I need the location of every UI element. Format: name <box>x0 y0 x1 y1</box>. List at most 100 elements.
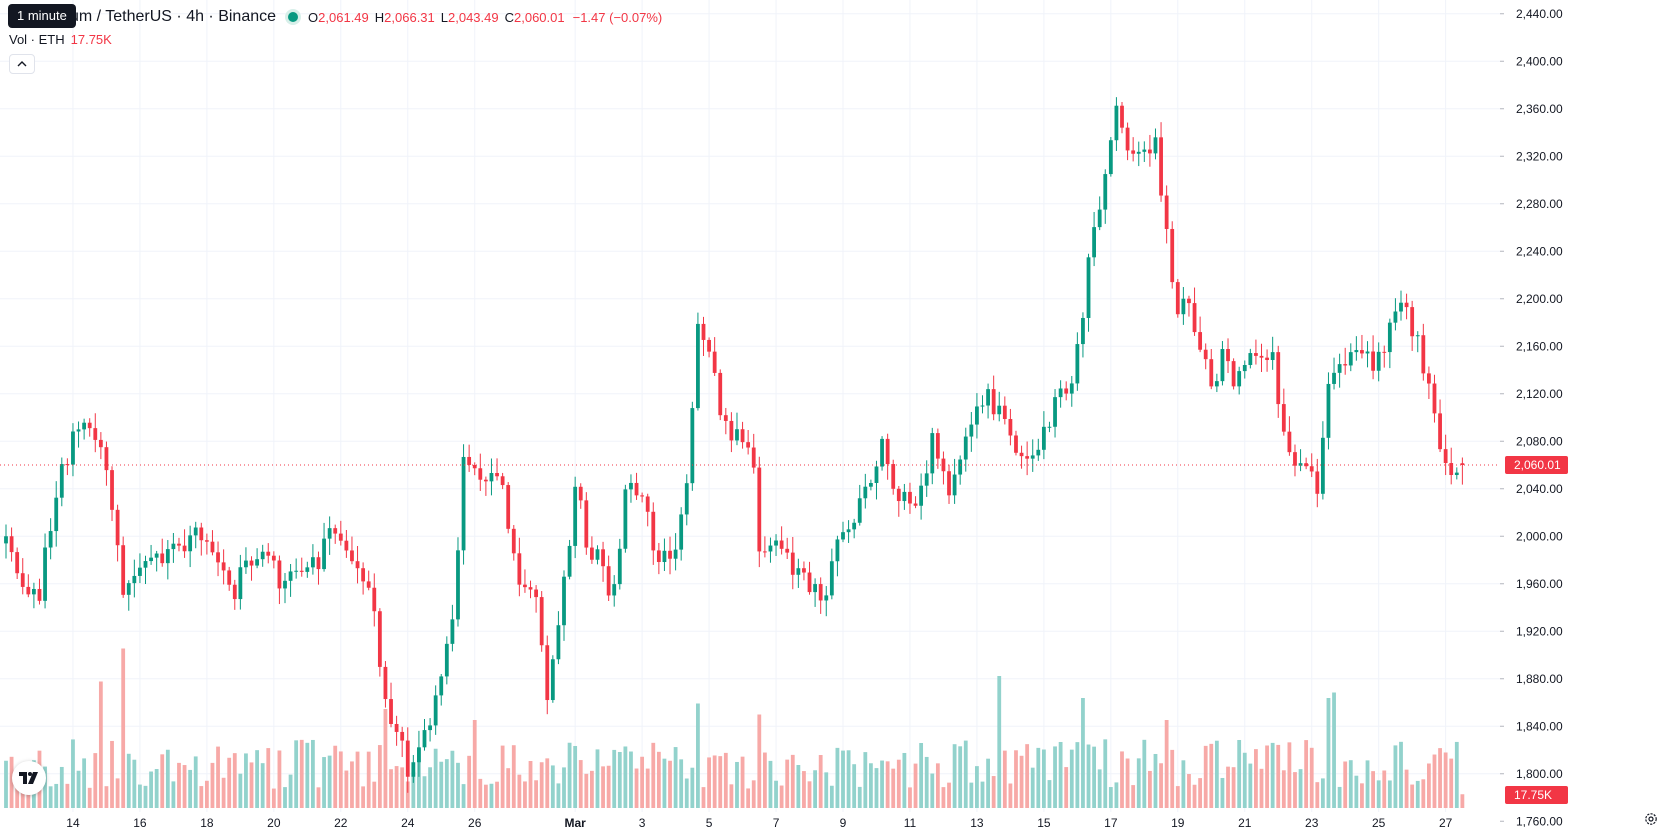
volume-bar <box>863 752 867 808</box>
candle-body <box>601 549 605 566</box>
price-tick-label: 1,920.00 <box>1516 624 1563 638</box>
candle-body <box>1455 473 1459 475</box>
candle-body <box>105 447 109 470</box>
volume-bar <box>155 769 159 808</box>
volume-bar <box>875 768 879 808</box>
candle-body <box>573 487 577 546</box>
candle-body <box>880 439 884 467</box>
candle-body <box>1193 303 1197 332</box>
volume-bar <box>1293 772 1297 808</box>
volume-bar <box>997 676 1001 808</box>
volume-bar <box>612 750 616 808</box>
volume-bar <box>490 784 494 808</box>
candle-body <box>858 498 862 522</box>
candle-body <box>847 529 851 532</box>
volume-label[interactable]: Vol · ETH <box>9 32 65 47</box>
chart-settings-button[interactable] <box>1642 810 1660 828</box>
candle-body <box>1248 353 1252 365</box>
volume-bar <box>986 759 990 808</box>
candle-body <box>1243 365 1247 371</box>
candle-body <box>863 487 867 499</box>
volume-bar <box>1460 794 1464 808</box>
candle-body <box>88 423 92 428</box>
price-tick-label: 1,880.00 <box>1516 672 1563 686</box>
volume-bar <box>517 775 521 808</box>
volume-bar <box>1265 745 1269 808</box>
candle-body <box>914 504 918 506</box>
volume-bar <box>484 785 488 808</box>
tradingview-logo[interactable] <box>12 761 46 795</box>
volume-bar <box>724 753 728 808</box>
volume-bar <box>77 771 81 808</box>
time-tick-label: 25 <box>1372 816 1386 830</box>
volume-bar <box>741 757 745 808</box>
volume-bar <box>891 769 895 808</box>
volume-bar <box>255 750 259 808</box>
volume-bar <box>1009 784 1013 808</box>
volume-bar <box>1421 779 1425 808</box>
volume-bar <box>1394 745 1398 808</box>
candle-body <box>590 548 594 560</box>
candle-body <box>1165 196 1169 229</box>
volume-bar <box>1310 748 1314 808</box>
volume-bar <box>149 772 153 808</box>
volume-bar <box>1427 763 1431 808</box>
candle-body <box>651 512 655 551</box>
candle-body <box>640 495 644 496</box>
tradingview-logo-icon <box>19 772 39 784</box>
candle-body <box>1354 350 1358 352</box>
price-tick-label: 2,400.00 <box>1516 54 1563 68</box>
price-axis[interactable]: 1,760.001,800.001,840.001,880.001,920.00… <box>1500 0 1678 835</box>
volume-bar <box>116 778 120 808</box>
close-value: 2,060.01 <box>514 10 565 25</box>
candle-body <box>311 557 315 567</box>
volume-bar <box>824 772 828 808</box>
candle-body <box>534 590 538 598</box>
volume-bar <box>1399 742 1403 808</box>
volume-bar <box>629 752 633 808</box>
volume-value: 17.75K <box>71 32 112 47</box>
candle-body <box>1332 373 1336 384</box>
volume-bar <box>127 754 131 808</box>
candle-body <box>99 440 103 447</box>
time-tick-label: 13 <box>970 816 984 830</box>
candle-body <box>1382 352 1386 353</box>
candle-body <box>875 467 879 483</box>
candle-body <box>305 567 309 572</box>
volume-bar <box>99 682 103 809</box>
volume-bar <box>579 760 583 808</box>
symbol-title[interactable]: um / TetherUS · 4h · Binance <box>70 8 276 26</box>
volume-bar <box>1098 769 1102 808</box>
volume-bar <box>266 748 270 808</box>
volume-bar <box>763 753 767 808</box>
candle-body <box>607 566 611 595</box>
volume-bar <box>919 743 923 808</box>
candle-body <box>897 489 901 501</box>
candle-body <box>774 541 778 546</box>
volume-bar <box>289 775 293 808</box>
candle-body <box>551 659 555 700</box>
volume-bar <box>847 750 851 808</box>
candle-body <box>138 568 142 576</box>
volume-bar <box>177 763 181 808</box>
candle-body <box>1103 174 1107 210</box>
volume-bar <box>969 783 973 808</box>
volume-bar <box>65 784 69 808</box>
volume-bar <box>294 740 298 808</box>
volume-bar <box>1176 786 1180 808</box>
candle-body <box>690 408 694 483</box>
collapse-legend-button[interactable] <box>9 54 35 74</box>
candle-body <box>266 552 270 556</box>
volume-bar <box>367 752 371 808</box>
candle-body <box>160 554 164 564</box>
candle-body <box>283 581 287 589</box>
last-price-label: 2,060.01 <box>1514 458 1561 472</box>
market-status-icon[interactable] <box>288 12 298 22</box>
volume-bar <box>216 747 220 808</box>
volume-bar <box>663 759 667 808</box>
candle-body <box>1399 303 1403 312</box>
volume-bar <box>718 756 722 808</box>
